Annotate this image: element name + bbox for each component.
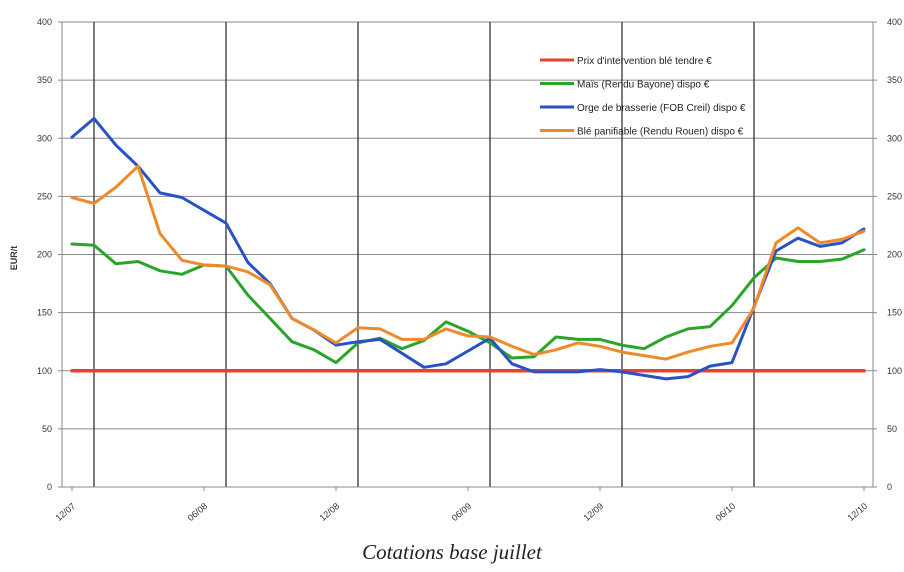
y-tick-label-left: 350 bbox=[37, 75, 52, 85]
x-tick-label: 12/07 bbox=[54, 501, 78, 523]
y-tick-label-left: 300 bbox=[37, 133, 52, 143]
y-tick-label-left: 150 bbox=[37, 308, 52, 318]
y-tick-label-right: 300 bbox=[887, 133, 902, 143]
axes: 0 0 50 50 100 100 150 150 200 200 250 250 300 300 350 3… bbox=[37, 17, 902, 523]
legend-label: Orge de brasserie (FOB Creil) dispo € bbox=[577, 103, 746, 114]
y-tick-label-right: 150 bbox=[887, 308, 902, 318]
x-tick-label: 12/10 bbox=[846, 501, 870, 523]
x-tick-label: 06/10 bbox=[714, 501, 738, 523]
y-tick-label-left: 0 bbox=[47, 482, 52, 492]
vertical-markers bbox=[93, 22, 755, 487]
y-tick-label-left: 400 bbox=[37, 17, 52, 27]
gridlines bbox=[62, 21, 873, 488]
y-tick-label-right: 350 bbox=[887, 75, 902, 85]
x-tick-label: 12/09 bbox=[582, 501, 606, 523]
x-tick-label: 06/09 bbox=[450, 501, 474, 523]
x-tick-label: 06/08 bbox=[186, 501, 210, 523]
y-tick-label-left: 250 bbox=[37, 191, 52, 201]
x-tick-label: 12/08 bbox=[318, 501, 342, 523]
line-chart: 0 0 50 50 100 100 150 150 200 200 250 250 300 300 350 3… bbox=[9, 17, 902, 523]
y-tick-label-left: 50 bbox=[42, 424, 52, 434]
y-axis-label: EUR/t bbox=[9, 246, 19, 271]
chart-caption: Cotations base juillet bbox=[362, 540, 542, 564]
legend-label: Prix d'intervention blé tendre € bbox=[577, 56, 712, 67]
series-lines bbox=[70, 117, 866, 381]
legend-label: Blé panifiable (Rendu Rouen) dispo € bbox=[577, 127, 744, 138]
legend-label: Maïs (Rendu Bayone) dispo € bbox=[577, 80, 710, 91]
y-tick-label-right: 50 bbox=[887, 424, 897, 434]
y-tick-label-right: 200 bbox=[887, 250, 902, 260]
y-tick-label-right: 400 bbox=[887, 17, 902, 27]
series-line bbox=[70, 164, 866, 361]
y-tick-label-right: 0 bbox=[887, 482, 892, 492]
series-line bbox=[70, 117, 866, 381]
y-tick-label-left: 100 bbox=[37, 366, 52, 376]
y-tick-label-left: 200 bbox=[37, 250, 52, 260]
y-tick-label-right: 100 bbox=[887, 366, 902, 376]
y-tick-label-right: 250 bbox=[887, 191, 902, 201]
legend: Prix d'intervention blé tendre € Maïs (Re… bbox=[540, 56, 746, 138]
